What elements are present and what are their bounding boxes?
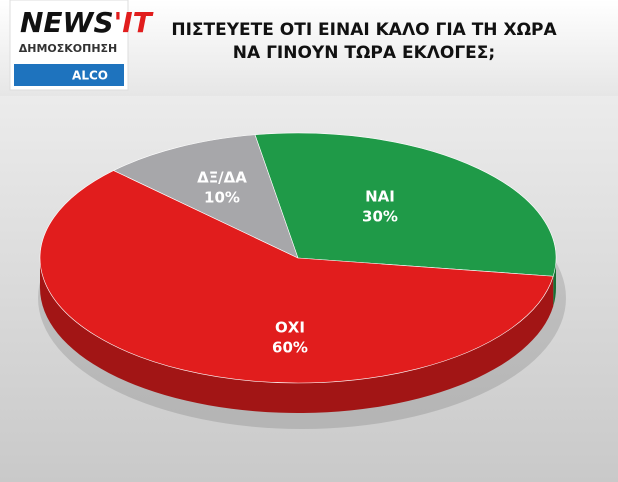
pollster-bar xyxy=(14,64,124,86)
slice-label: ΝΑΙ xyxy=(365,188,395,206)
slice xyxy=(112,134,299,259)
logo-name-text: NEWS xyxy=(20,6,114,39)
slice-side xyxy=(40,258,554,413)
logo: NEWS'IT ΔΗΜΟΣΚΟΠΗΣΗ ALCO xyxy=(9,0,154,91)
pollster: ALCO xyxy=(72,69,108,83)
chart-title: ΝΑ ΓΙΝΟΥΝ ΤΩΡΑ ΕΚΛΟΓΕΣ; xyxy=(233,43,495,63)
slice-value-label: 10% xyxy=(204,189,240,207)
slice-side xyxy=(553,258,556,307)
logo-subtitle: ΔΗΜΟΣΚΟΠΗΣΗ xyxy=(19,42,118,55)
chart-title: ΠΙΣΤΕΥΕΤΕ ΟΤΙ ΕΙΝΑΙ ΚΑΛΟ ΓΙΑ ΤΗ ΧΩΡΑ xyxy=(171,20,557,40)
slice xyxy=(254,132,557,277)
logo-name: NEWS'IT xyxy=(20,6,154,39)
slice-label: ΔΞ/ΔΑ xyxy=(197,169,247,187)
logo-suffix: 'IT xyxy=(114,6,154,39)
slice xyxy=(39,170,554,384)
slice-value-label: 30% xyxy=(362,208,398,226)
slice-value-label: 60% xyxy=(272,339,308,357)
slice-label: ΟΧΙ xyxy=(275,319,305,337)
